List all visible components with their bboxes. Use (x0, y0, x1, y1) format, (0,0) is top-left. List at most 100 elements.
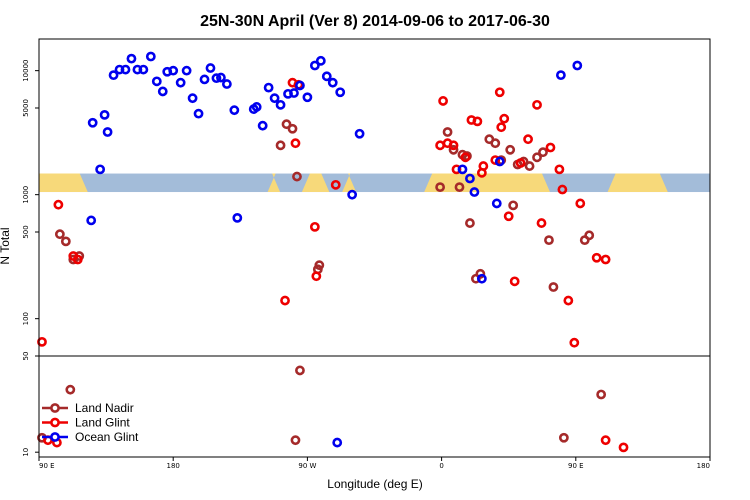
ocean-glint-point (120, 64, 131, 75)
land-nadir-point (290, 435, 301, 446)
land-glint-point (494, 87, 505, 98)
x-tick-label: 180 (697, 462, 710, 470)
land-glint-point (600, 435, 611, 446)
x-tick-label: 0 (439, 462, 443, 470)
land-glint-point (532, 99, 542, 110)
legend-label-land-glint: Land Glint (75, 416, 130, 430)
land-glint-point (523, 134, 533, 145)
ocean-glint-point (193, 108, 204, 119)
land-nadir-point (60, 236, 71, 247)
ocean-glint-point (295, 80, 305, 91)
ocean-glint-point (332, 437, 343, 448)
land-glint-point (460, 152, 471, 163)
ocean-glint-point (211, 73, 222, 84)
land-glint-point (37, 336, 47, 347)
ocean-glint-point (221, 79, 232, 89)
land-nadir-point (475, 268, 486, 279)
land-nadir-point (275, 140, 286, 151)
y-tick-label: 100 (22, 312, 30, 325)
land-glint-point (53, 199, 64, 210)
x-tick-label: 90 E (39, 462, 55, 470)
ocean-glint-point (555, 70, 566, 81)
y-tick-label: 500 (22, 225, 30, 238)
land-nadir-point (532, 152, 542, 163)
land-glint-point (575, 198, 586, 209)
land-glint-point (545, 142, 556, 153)
land-nadir-point (54, 229, 65, 240)
land-glint-point (515, 158, 526, 168)
land-nadir-point (65, 384, 76, 395)
land-band-segment (607, 173, 668, 193)
land-glint-point (438, 96, 448, 106)
land-glint-point (490, 155, 501, 165)
surface-band (39, 173, 710, 193)
y-tick-label: 5000 (22, 99, 30, 117)
land-glint-point (503, 211, 514, 222)
ocean-glint-point (126, 53, 137, 64)
land-nadir-point (287, 123, 298, 134)
y-tick-label: 10 (22, 448, 30, 457)
land-nadir-point (442, 127, 453, 137)
y-axis: 50 100 500 1000 5000 10000 10 (22, 60, 39, 457)
land-glint-point (472, 116, 483, 127)
ocean-glint-point (465, 173, 475, 184)
ocean-glint-point (289, 88, 299, 98)
ocean-glint-point (199, 74, 210, 85)
x-axis: 90 E 180 90 W 0 90 E 180 (38, 457, 711, 470)
land-glint-point (557, 184, 568, 195)
land-nadir-point (596, 389, 607, 400)
land-band-segment (267, 173, 281, 193)
ocean-glint-point (491, 198, 502, 209)
ocean-glint-point (229, 105, 240, 116)
ocean-glint-point (205, 63, 216, 73)
land-glint-point (499, 113, 510, 124)
ocean-glint-point (275, 99, 286, 110)
ocean-glint-point (102, 127, 113, 137)
land-nadir-point (584, 230, 595, 241)
land-glint-point (435, 140, 446, 151)
land-glint-point (569, 337, 580, 348)
x-tick-label: 180 (167, 462, 180, 470)
ocean-glint-point (327, 77, 338, 88)
land-nadir-point (454, 182, 465, 193)
plot-frame (38, 38, 711, 458)
ocean-glint-point (99, 109, 110, 120)
land-glint-point (280, 295, 290, 306)
ocean-glint-point (457, 164, 468, 175)
land-nadir-point (448, 144, 459, 155)
legend-marker-ocean-glint (50, 432, 60, 442)
land-nadir-point (505, 144, 516, 155)
land-glint-point (536, 218, 547, 228)
land-glint-point (554, 164, 565, 175)
ocean-glint-point (321, 71, 332, 82)
ocean-glint-point (251, 102, 262, 112)
land-nadir-point (508, 200, 519, 211)
land-glint-point (509, 276, 520, 287)
ocean-glint-point (232, 212, 243, 223)
ocean-glint-point (138, 64, 149, 75)
x-axis-label: Longitude (deg E) (327, 477, 422, 491)
land-nadir-point (68, 254, 79, 265)
land-nadir-point (490, 138, 501, 149)
land-glint-point (290, 138, 301, 149)
ocean-glint-point (572, 60, 583, 71)
y-axis-label: N Total (0, 227, 12, 264)
land-nadir-point (558, 432, 569, 443)
ocean-glint-point (347, 189, 358, 200)
chart-title: 25N-30N April (Ver 8) 2014-09-06 to 2017… (200, 13, 550, 30)
land-glint-point (330, 179, 341, 190)
land-nadir-point (544, 235, 554, 246)
ocean-glint-point (263, 82, 274, 93)
land-nadir-point (548, 282, 559, 292)
land-band-segment (301, 173, 330, 193)
ocean-glint-point (257, 120, 268, 131)
data-points (37, 51, 629, 453)
land-nadir-point (538, 147, 548, 158)
ocean-glint-point (87, 117, 98, 128)
land-glint-point (591, 252, 602, 263)
y-tick-label: 50 (22, 352, 30, 361)
land-nadir-point (292, 171, 302, 182)
land-glint-point (311, 271, 322, 282)
